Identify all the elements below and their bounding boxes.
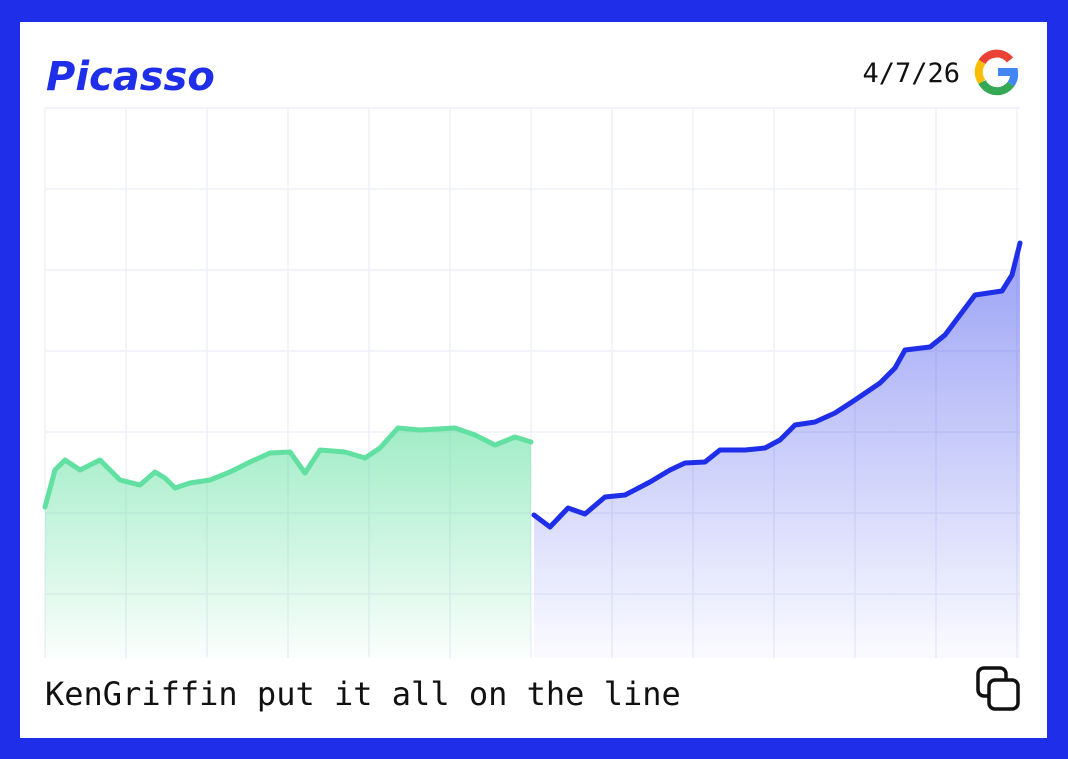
line (42, 425, 534, 510)
area (45, 428, 531, 658)
google-icon (974, 49, 1019, 96)
date: 4/7/26 (862, 58, 960, 89)
area (534, 243, 1020, 658)
plot (42, 107, 1023, 658)
line (531, 240, 1023, 530)
logo: Picasso (46, 54, 215, 100)
copy-button[interactable] (976, 666, 1020, 711)
caption: KenGriffin put it all on the line (45, 675, 681, 713)
